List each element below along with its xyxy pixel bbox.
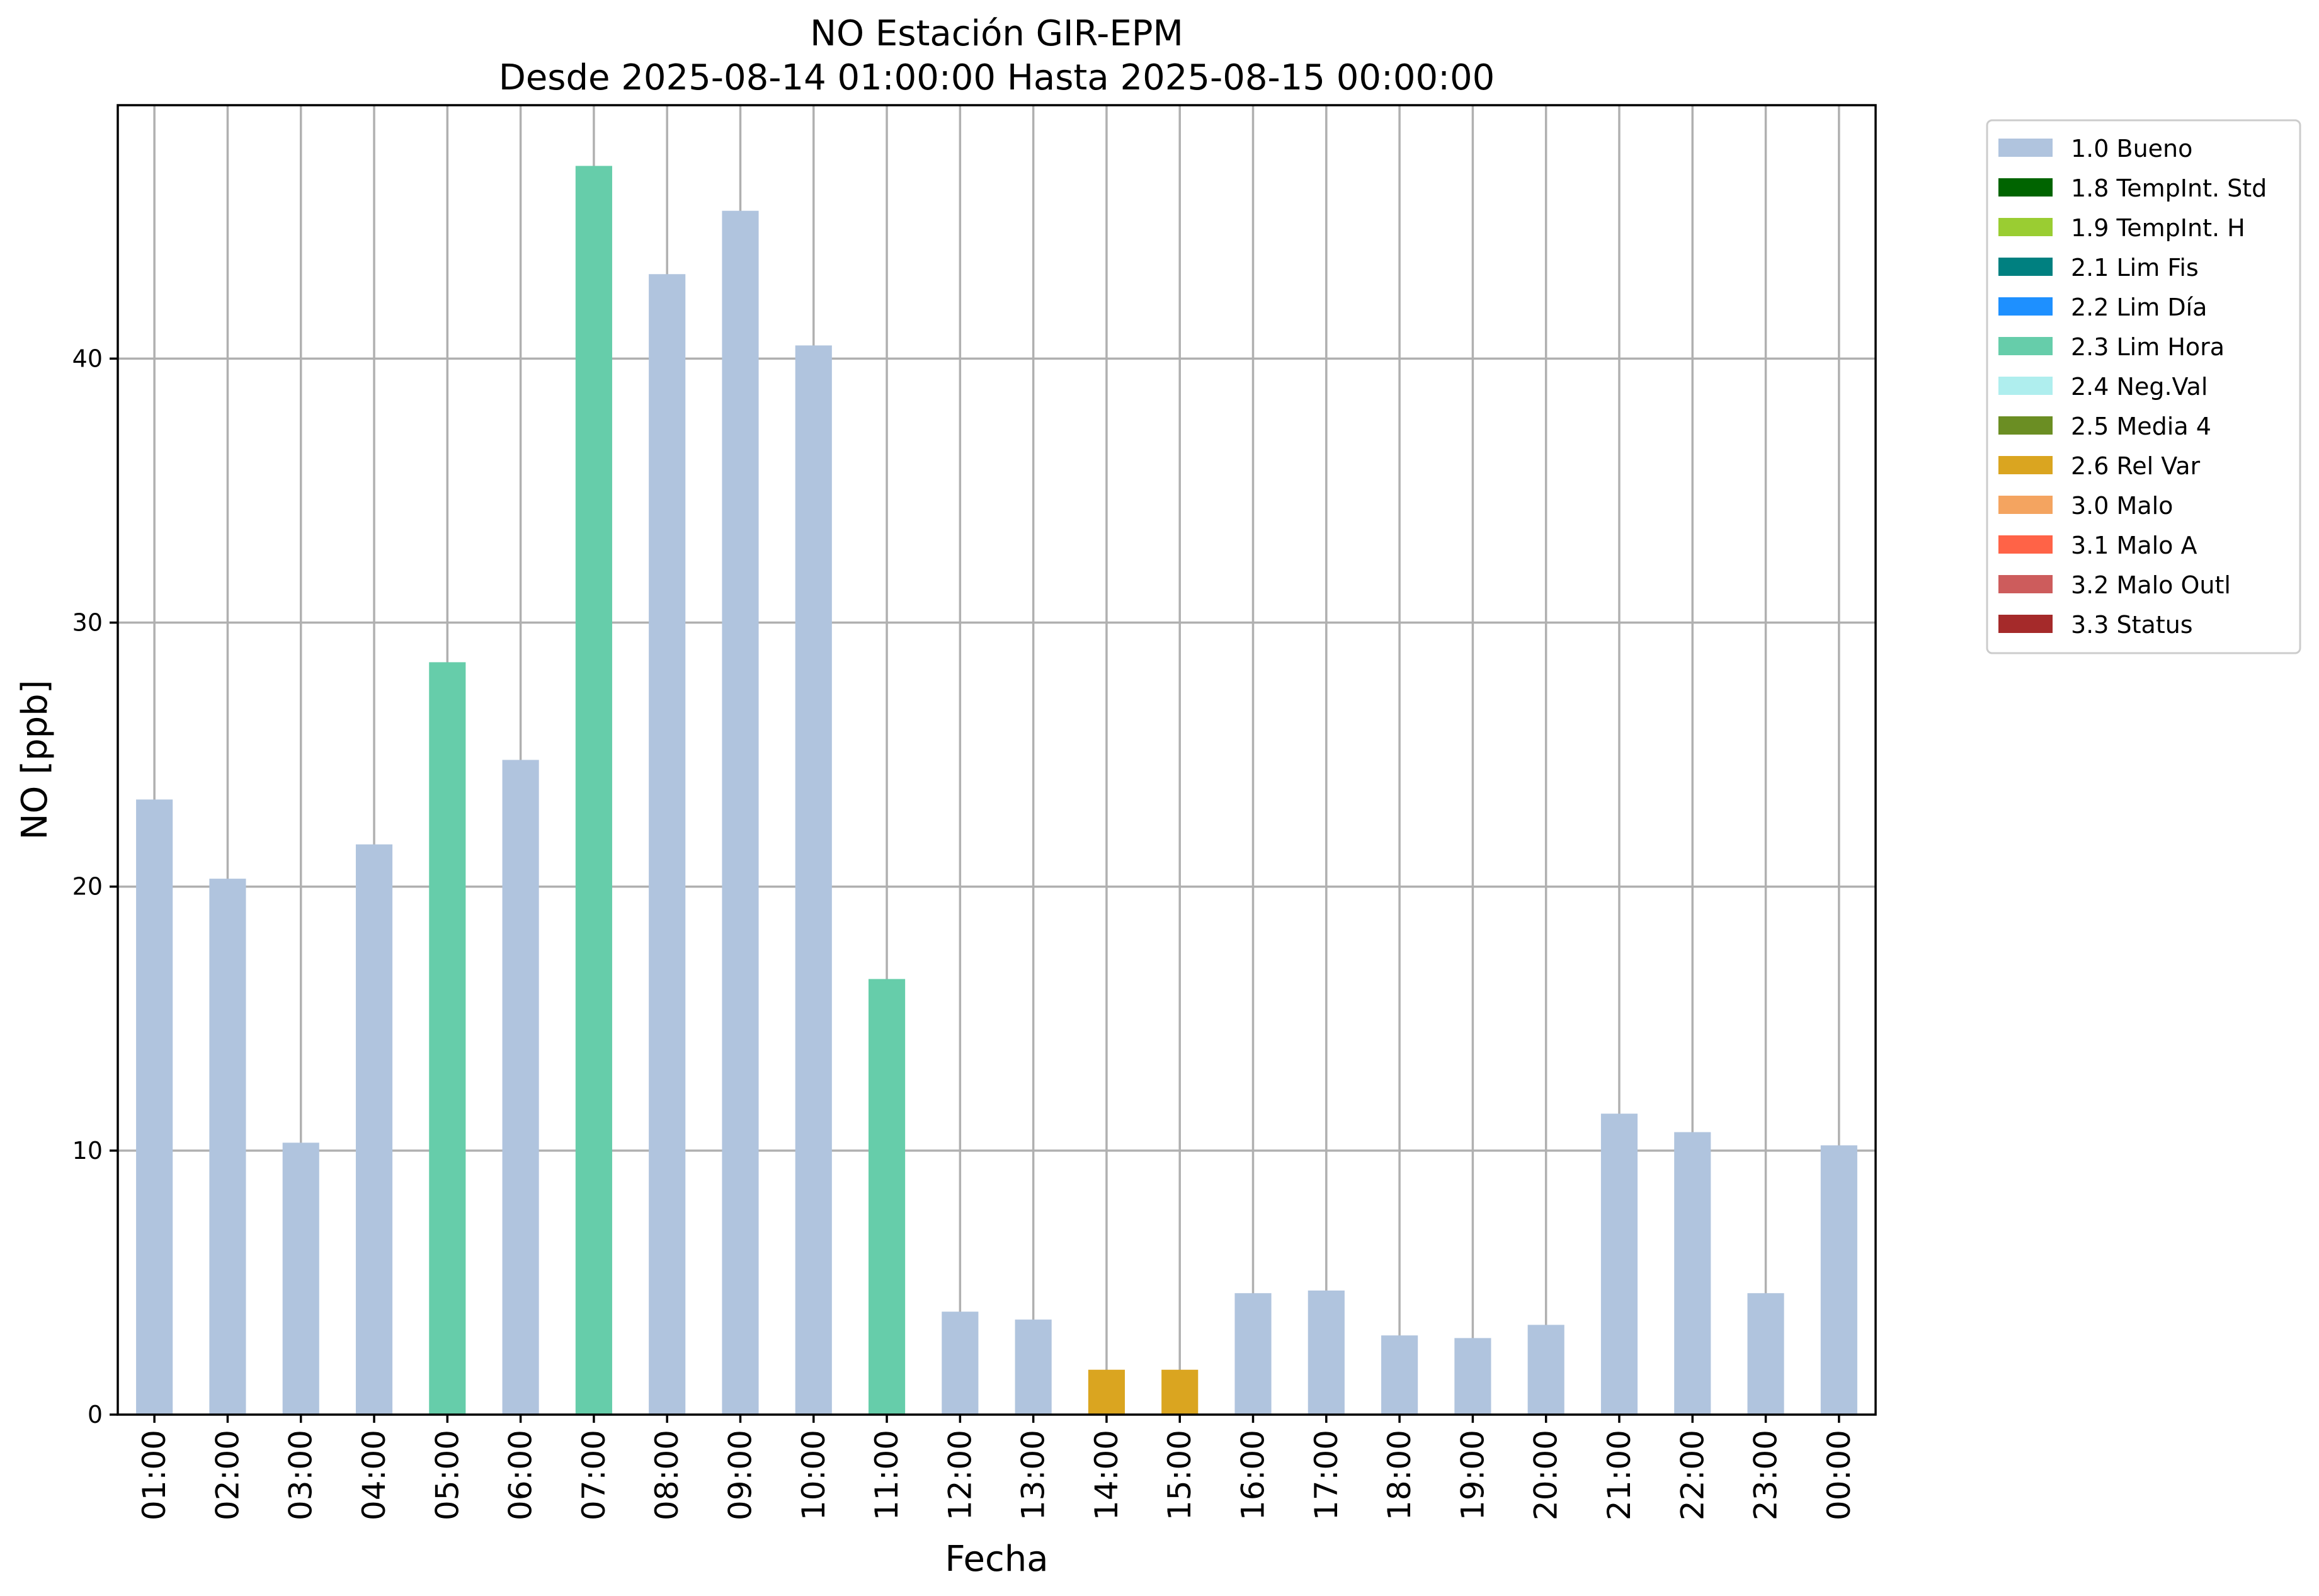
bar bbox=[575, 166, 612, 1415]
x-tick-label: 03:00 bbox=[283, 1430, 319, 1520]
x-tick-label: 09:00 bbox=[722, 1430, 758, 1520]
bar bbox=[1527, 1325, 1564, 1415]
legend: 1.0 Bueno 1.8 TempInt. Std 1.9 TempInt. H 2… bbox=[1986, 119, 2301, 654]
y-axis-label: NO [ppb] bbox=[14, 680, 55, 840]
legend-swatch bbox=[1998, 496, 2053, 514]
x-tick-label: 01:00 bbox=[136, 1430, 173, 1520]
bars bbox=[136, 166, 1857, 1415]
bar bbox=[1161, 1369, 1199, 1415]
y-tick-label: 0 bbox=[88, 1401, 103, 1428]
x-tick-label: 17:00 bbox=[1308, 1430, 1345, 1520]
bar bbox=[942, 1311, 979, 1415]
x-tick-label: 00:00 bbox=[1821, 1430, 1857, 1520]
x-tick-label: 11:00 bbox=[869, 1430, 905, 1520]
legend-label: 2.4 Neg.Val bbox=[2071, 373, 2208, 401]
bar bbox=[649, 274, 686, 1415]
bar bbox=[429, 662, 466, 1415]
legend-swatch bbox=[1998, 139, 2053, 157]
x-tick-label: 13:00 bbox=[1015, 1430, 1052, 1520]
x-tick-label: 10:00 bbox=[795, 1430, 832, 1520]
bar bbox=[136, 799, 173, 1415]
bar bbox=[868, 979, 906, 1415]
legend-swatch bbox=[1998, 615, 2053, 633]
legend-label: 2.2 Lim Día bbox=[2071, 294, 2207, 321]
x-tick-label: 22:00 bbox=[1674, 1430, 1711, 1520]
x-tick-label: 07:00 bbox=[576, 1430, 612, 1520]
bar bbox=[282, 1143, 319, 1415]
bar bbox=[209, 879, 246, 1415]
x-tick-label: 19:00 bbox=[1454, 1430, 1491, 1520]
bar bbox=[1381, 1335, 1418, 1415]
bar bbox=[502, 760, 539, 1415]
legend-label: 3.3 Status bbox=[2071, 611, 2193, 639]
bar bbox=[722, 210, 759, 1415]
legend-swatch bbox=[1998, 456, 2053, 474]
x-tick-label: 02:00 bbox=[209, 1430, 246, 1520]
legend-label: 1.8 TempInt. Std bbox=[2071, 174, 2267, 202]
chart-subtitle: Desde 2025-08-14 01:00:00 Hasta 2025-08-… bbox=[499, 57, 1495, 98]
x-tick-label: 21:00 bbox=[1601, 1430, 1638, 1520]
y-tick-label: 20 bbox=[72, 873, 103, 901]
bar bbox=[1747, 1293, 1784, 1415]
bar bbox=[1674, 1132, 1711, 1415]
legend-swatch bbox=[1998, 297, 2053, 316]
bar bbox=[1234, 1293, 1272, 1415]
legend-swatch bbox=[1998, 377, 2053, 395]
legend-label: 3.1 Malo A bbox=[2071, 532, 2197, 559]
bar bbox=[1088, 1369, 1125, 1415]
bar bbox=[1820, 1145, 1857, 1415]
x-tick-label: 14:00 bbox=[1088, 1430, 1125, 1520]
y-tick-label: 30 bbox=[72, 609, 103, 637]
axis-ticks: 0 10 20 30 40 01:00 02:00 03:00 04:00 05:00 06:00 0… bbox=[72, 345, 1857, 1520]
bar bbox=[355, 844, 393, 1415]
bar bbox=[795, 345, 832, 1415]
x-tick-label: 16:00 bbox=[1235, 1430, 1272, 1520]
legend-swatch bbox=[1998, 337, 2053, 355]
legend-label: 2.3 Lim Hora bbox=[2071, 333, 2225, 361]
legend-label: 1.9 TempInt. H bbox=[2071, 214, 2245, 242]
y-tick-label: 40 bbox=[72, 345, 103, 372]
x-tick-label: 06:00 bbox=[503, 1430, 539, 1520]
legend-label: 2.1 Lim Fis bbox=[2071, 254, 2199, 282]
plot-frame bbox=[117, 104, 1877, 1416]
bar bbox=[1308, 1290, 1345, 1415]
bar bbox=[1600, 1114, 1638, 1415]
legend-label: 2.5 Media 4 bbox=[2071, 413, 2211, 440]
x-tick-label: 18:00 bbox=[1381, 1430, 1418, 1520]
x-axis-label: Fecha bbox=[945, 1539, 1048, 1580]
legend-swatch bbox=[1998, 416, 2053, 435]
legend-swatch bbox=[1998, 575, 2053, 593]
x-tick-label: 15:00 bbox=[1161, 1430, 1198, 1520]
x-tick-label: 23:00 bbox=[1748, 1430, 1784, 1520]
legend-label: 2.6 Rel Var bbox=[2071, 452, 2201, 480]
x-tick-label: 12:00 bbox=[942, 1430, 978, 1520]
x-tick-label: 20:00 bbox=[1528, 1430, 1564, 1520]
x-tick-label: 05:00 bbox=[429, 1430, 465, 1520]
legend-swatch bbox=[1998, 535, 2053, 554]
legend-label: 1.0 Bueno bbox=[2071, 135, 2192, 162]
x-tick-label: 04:00 bbox=[356, 1430, 392, 1520]
legend-swatch bbox=[1998, 218, 2053, 236]
bar bbox=[1015, 1320, 1052, 1415]
y-tick-label: 10 bbox=[72, 1137, 103, 1165]
bar bbox=[1454, 1338, 1491, 1415]
legend-label: 3.2 Malo Outl bbox=[2071, 571, 2231, 599]
chart-title: NO Estación GIR-EPM bbox=[810, 13, 1183, 54]
legend-frame bbox=[1986, 119, 2301, 654]
legend-swatch bbox=[1998, 178, 2053, 197]
x-tick-label: 08:00 bbox=[649, 1430, 685, 1520]
legend-swatch bbox=[1998, 258, 2053, 276]
legend-label: 3.0 Malo bbox=[2071, 492, 2173, 520]
